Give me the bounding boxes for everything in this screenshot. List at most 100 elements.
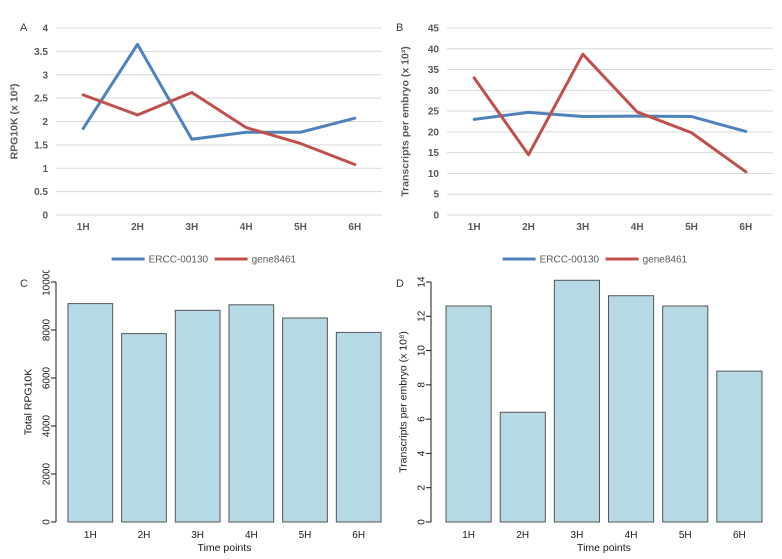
- panel-label: A: [20, 22, 28, 34]
- y-tick-label: 4: [417, 450, 428, 456]
- bar-1H: [67, 303, 114, 523]
- x-axis-category-labels: 1H 2H 3H 4H 5H 6H: [468, 222, 752, 233]
- legend-label: ERCC-00130: [540, 255, 600, 266]
- bar-6H: [716, 370, 763, 523]
- panel-c-bar-chart: C 0 2000 4000 6000 8000 10000 Total RPG10K 1H 2H 3…: [20, 270, 382, 554]
- y-axis-tick-labels: 0 0.5 1 1.5 2 2.5 3 3.5 4: [34, 24, 48, 222]
- y-axis: 0 2000 4000 6000 8000 10000: [42, 270, 57, 525]
- y-tick-label: 30: [428, 86, 440, 97]
- legend: ERCC-00130 gene8461: [502, 255, 688, 266]
- y-tick-label: 0: [433, 211, 439, 222]
- y-tick-label: 3: [42, 70, 48, 81]
- legend-label: ERCC-00130: [149, 255, 209, 266]
- y-tick-label: 25: [428, 107, 440, 118]
- y-tick-label: 1.5: [34, 140, 48, 151]
- panel-c: C 0 2000 4000 6000 8000 10000 Total RPG10K 1H 2H 3…: [0, 270, 391, 559]
- y-tick-label: 10: [428, 169, 440, 180]
- panel-d: D 0 2 4 6 8 10 12 14 Transcripts per embryo (x 10…: [391, 270, 782, 559]
- panel-label: D: [396, 278, 404, 290]
- y-tick-label: 0: [417, 519, 428, 525]
- bar-6H: [335, 331, 382, 523]
- x-axis-title: Time points: [577, 542, 631, 554]
- x-category-label: 6H: [733, 530, 746, 541]
- x-category-label: 3H: [185, 222, 198, 233]
- legend: ERCC-00130 gene8461: [111, 255, 297, 266]
- y-tick-label: 40: [428, 44, 440, 55]
- x-category-label: 6H: [352, 530, 365, 541]
- x-category-label: 5H: [299, 530, 312, 541]
- x-category-label: 6H: [348, 222, 361, 233]
- x-category-label: 2H: [138, 530, 151, 541]
- bars: [445, 279, 763, 523]
- y-tick-label: 35: [428, 65, 440, 76]
- y-tick-label: 20: [428, 127, 440, 138]
- y-axis-title: Total RPG10K: [23, 369, 35, 436]
- bar-5H: [282, 317, 328, 523]
- bar-3H: [174, 309, 221, 523]
- series-line-ERCC-00130: [472, 110, 748, 133]
- panel-label: C: [20, 278, 28, 290]
- panel-a-line-chart: A 0 0.5 1 1.5 2 2.5 3 3.5 4 RPG10K (x 10²) 1H 2H 3H 4H…: [9, 22, 382, 266]
- x-category-label: 2H: [131, 222, 144, 233]
- x-category-label: 2H: [516, 530, 529, 541]
- panel-b: B 0 5 10 15 20 25 30 35 40 45 Transcripts per embry…: [391, 0, 782, 270]
- x-axis-title: Time points: [198, 542, 252, 554]
- x-category-label: 5H: [679, 530, 692, 541]
- gridlines: [447, 27, 773, 216]
- y-tick-label: 1: [42, 164, 48, 175]
- y-tick-label: 12: [417, 310, 428, 322]
- y-tick-label: 45: [428, 24, 440, 35]
- y-tick-label: 15: [428, 148, 440, 159]
- y-tick-label: 4000: [42, 414, 53, 437]
- y-axis-tick-labels: 0 5 10 15 20 25 30 35 40 45: [428, 24, 440, 222]
- bar-1H: [445, 305, 492, 523]
- x-category-label: 1H: [462, 530, 475, 541]
- y-tick-label: 5: [433, 190, 439, 201]
- bar-4H: [228, 304, 275, 523]
- bar-2H: [499, 411, 546, 523]
- y-axis-title: Transcripts per embryo (x 10³): [400, 46, 412, 197]
- y-tick-label: 0: [42, 519, 53, 525]
- y-tick-label: 4: [42, 24, 48, 35]
- panel-b-line-chart: B 0 5 10 15 20 25 30 35 40 45 Transcripts per embry…: [396, 22, 773, 266]
- y-tick-label: 6000: [42, 366, 53, 389]
- legend-label: gene8461: [252, 255, 297, 266]
- bar-3H: [553, 279, 600, 523]
- panel-label: B: [396, 22, 403, 34]
- series-line-ERCC-00130: [81, 42, 357, 141]
- x-category-label: 3H: [571, 530, 584, 541]
- panel-d-bar-chart: D 0 2 4 6 8 10 12 14 Transcripts per embryo (x 10…: [396, 276, 763, 554]
- bar-5H: [662, 305, 709, 523]
- x-category-label: 1H: [77, 222, 90, 233]
- x-category-label: 2H: [522, 222, 535, 233]
- y-tick-label: 0: [42, 211, 48, 222]
- y-tick-label: 2000: [42, 462, 53, 485]
- series-line-gene8461: [81, 91, 357, 167]
- x-axis-category-labels: 1H 2H 3H 4H 5H 6H: [77, 222, 361, 233]
- bars: [67, 303, 382, 523]
- x-category-label: 1H: [468, 222, 481, 233]
- x-axis-category-labels: 1H 2H 3H 4H 5H 6H: [84, 530, 365, 541]
- x-axis-category-labels: 1H 2H 3H 4H 5H 6H: [462, 530, 746, 541]
- y-tick-label: 10: [417, 345, 428, 357]
- bar-2H: [121, 333, 167, 523]
- x-category-label: 5H: [685, 222, 698, 233]
- gridlines: [56, 27, 382, 216]
- y-tick-label: 14: [417, 276, 428, 288]
- bar-4H: [608, 295, 655, 523]
- x-category-label: 4H: [245, 530, 258, 541]
- x-category-label: 5H: [294, 222, 307, 233]
- y-axis-title: Transcripts per embryo (x 10⁸): [398, 331, 410, 473]
- y-tick-label: 6: [417, 416, 428, 422]
- y-tick-label: 8: [417, 382, 428, 388]
- y-tick-label: 3.5: [34, 47, 48, 58]
- x-category-label: 3H: [191, 530, 204, 541]
- y-tick-label: 10000: [42, 270, 53, 296]
- x-category-label: 4H: [631, 222, 644, 233]
- legend-label: gene8461: [643, 255, 688, 266]
- y-tick-label: 2: [42, 117, 48, 128]
- x-category-label: 4H: [240, 222, 253, 233]
- y-tick-label: 2: [417, 484, 428, 490]
- x-category-label: 4H: [625, 530, 638, 541]
- x-category-label: 3H: [576, 222, 589, 233]
